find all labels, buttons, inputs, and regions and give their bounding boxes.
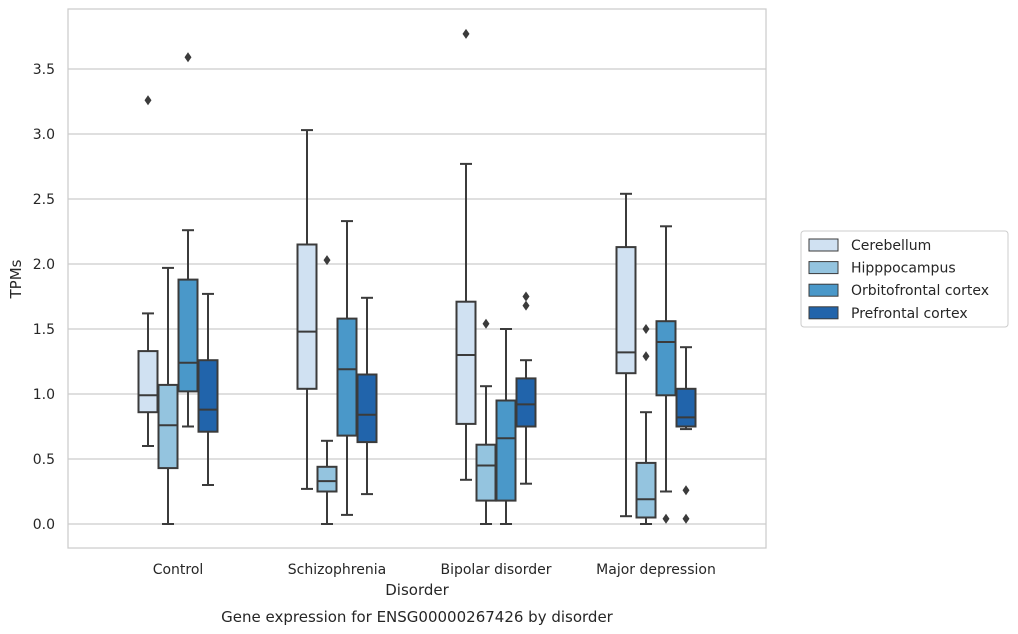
y-tick-label: 2.0 bbox=[33, 257, 55, 273]
iqr-box bbox=[336, 317, 358, 437]
outlier-point bbox=[323, 255, 331, 266]
outlier-point bbox=[144, 95, 152, 106]
iqr-box bbox=[157, 383, 179, 470]
chart-caption: Gene expression for ENSG00000267426 by d… bbox=[221, 608, 614, 626]
box-orbitofrontal-cortex bbox=[495, 328, 517, 525]
iqr-box bbox=[675, 387, 697, 428]
box-hipppocampus bbox=[157, 266, 179, 525]
legend: Cerebellum Hipppocampus Orbitofrontal cort… bbox=[800, 230, 1009, 328]
legend-label: Prefrontal cortex bbox=[851, 306, 968, 322]
box-prefrontal-cortex bbox=[356, 296, 378, 496]
outlier-point bbox=[642, 324, 650, 334]
x-axis-label: Disorder bbox=[385, 581, 449, 599]
outlier-point bbox=[662, 513, 670, 524]
outlier-point bbox=[522, 300, 530, 311]
box-cerebellum bbox=[615, 192, 637, 518]
outlier-point bbox=[184, 52, 192, 63]
iqr-box bbox=[475, 443, 497, 502]
legend-swatch bbox=[808, 283, 839, 297]
x-tick-label: Major depression bbox=[596, 562, 716, 578]
iqr-box bbox=[356, 373, 378, 444]
outlier-point bbox=[522, 291, 530, 302]
box-cerebellum bbox=[296, 129, 318, 490]
iqr-box bbox=[655, 320, 677, 397]
iqr-box bbox=[615, 246, 637, 375]
outlier-point bbox=[682, 485, 690, 496]
y-tick-label: 1.0 bbox=[33, 387, 55, 403]
y-tick-label: 1.5 bbox=[33, 322, 55, 338]
legend-swatch bbox=[808, 238, 839, 252]
legend-label: Orbitofrontal cortex bbox=[851, 283, 989, 299]
iqr-box bbox=[316, 465, 338, 493]
box-hipppocampus bbox=[635, 324, 657, 525]
box-prefrontal-cortex bbox=[675, 346, 697, 524]
iqr-box bbox=[177, 278, 199, 393]
iqr-box bbox=[197, 359, 219, 433]
x-axis-ticks: Control Schizophrenia Bipolar disorder Majo… bbox=[153, 562, 716, 578]
y-axis-ticks: 0.0 0.5 1.0 1.5 2.0 2.5 3.0 3.5 bbox=[33, 62, 55, 533]
legend-frame bbox=[800, 230, 1009, 328]
box-orbitofrontal-cortex bbox=[336, 220, 358, 516]
box-prefrontal-cortex bbox=[515, 291, 537, 485]
x-tick-label: Schizophrenia bbox=[288, 562, 386, 578]
iqr-box bbox=[495, 399, 517, 502]
plot-frame bbox=[67, 8, 767, 549]
legend-label: Hipppocampus bbox=[851, 261, 956, 277]
y-tick-label: 2.5 bbox=[33, 192, 55, 208]
y-tick-label: 0.0 bbox=[33, 517, 55, 533]
legend-swatch bbox=[808, 306, 839, 320]
outlier-point bbox=[462, 28, 470, 39]
box-cerebellum bbox=[137, 95, 159, 447]
box-orbitofrontal-cortex bbox=[177, 52, 199, 428]
x-tick-label: Control bbox=[153, 562, 204, 578]
iqr-box bbox=[455, 300, 477, 425]
outlier-point bbox=[482, 318, 490, 329]
box-hipppocampus bbox=[316, 255, 338, 525]
box-prefrontal-cortex bbox=[197, 292, 219, 486]
plot-area bbox=[137, 28, 697, 525]
legend-swatch bbox=[808, 261, 839, 275]
y-tick-label: 3.0 bbox=[33, 127, 55, 143]
y-axis-label: TPMs bbox=[7, 259, 25, 299]
outlier-point bbox=[682, 513, 690, 524]
x-tick-label: Bipolar disorder bbox=[440, 562, 551, 578]
iqr-box bbox=[635, 461, 657, 519]
box-hipppocampus bbox=[475, 318, 497, 525]
iqr-box bbox=[515, 377, 537, 428]
y-tick-label: 3.5 bbox=[33, 62, 55, 78]
iqr-box bbox=[137, 350, 159, 414]
y-tick-label: 0.5 bbox=[33, 452, 55, 468]
legend-label: Cerebellum bbox=[851, 238, 931, 254]
iqr-box bbox=[296, 243, 318, 390]
box-cerebellum bbox=[455, 28, 477, 481]
outlier-point bbox=[642, 351, 650, 362]
box-orbitofrontal-cortex bbox=[655, 225, 677, 524]
